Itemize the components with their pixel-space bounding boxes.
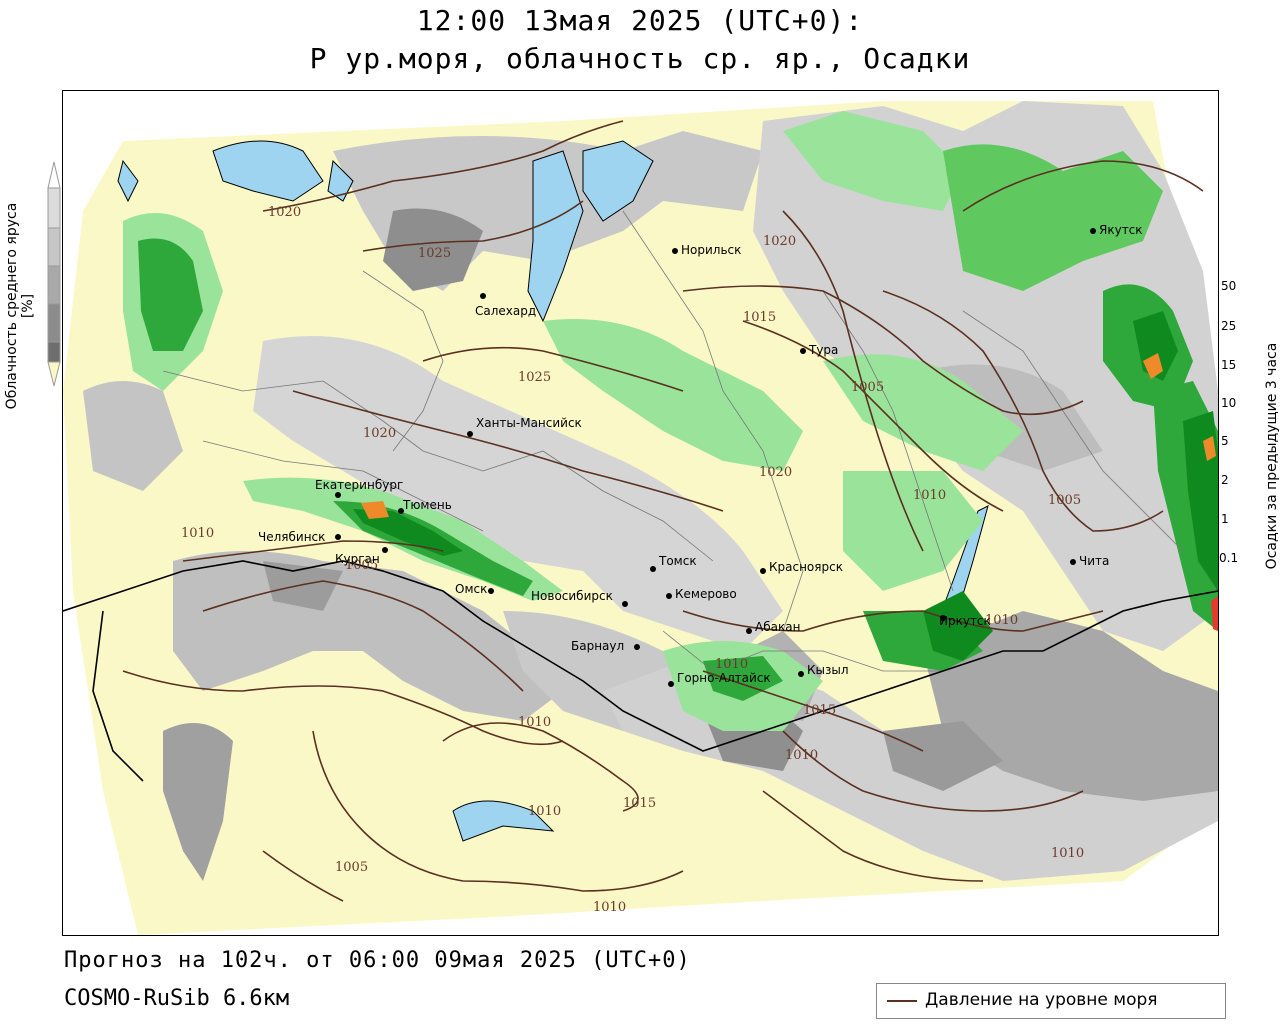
isobar-label: 1010 [528, 804, 561, 819]
isobar-label: 1010 [518, 715, 551, 730]
isobars [122, 120, 1204, 902]
forecast-info: Прогноз на 102ч. от 06:00 09мая 2025 (UT… [64, 948, 691, 973]
isobar-label: 1010 [913, 488, 946, 503]
isobar-label: 1005 [851, 380, 884, 395]
model-name: COSMO-RuSib 6.6км [64, 986, 290, 1011]
map-title: 12:00 13мая 2025 (UTC+0): [416, 4, 864, 37]
isobar-label: 1020 [763, 234, 796, 249]
city-label: Тюмень [402, 498, 452, 512]
precip-tick: 1 [1221, 512, 1229, 526]
isobar-label: 1015 [743, 310, 776, 325]
precip-tick: 5 [1221, 434, 1229, 448]
precip-tick: 25 [1221, 319, 1237, 333]
precip-tick: 15 [1221, 358, 1237, 372]
city-label: Норильск [681, 243, 741, 257]
cloud-scale-label: Облачность среднего яруса [%] [4, 202, 36, 410]
country-borders [63, 560, 1218, 782]
city-label: Кемерово [675, 587, 737, 601]
cloud-scale-bar [47, 161, 61, 387]
city-label: Челябинск [258, 530, 325, 544]
city-label: Барнаул [571, 639, 624, 653]
isobar-label: 1015 [623, 796, 656, 811]
isobar-label: 1015 [803, 703, 836, 718]
precip-scale-label: Осадки за предыдущие 3 часа [мм] [1264, 342, 1280, 570]
pressure-legend: Давление на уровне моря [876, 983, 1226, 1019]
administrative-borders [162, 210, 1184, 672]
isobar-label: 1005 [335, 860, 368, 875]
isobar-label: 1025 [418, 246, 451, 261]
isobar-label: 1010 [1051, 846, 1084, 861]
isobar-label: 1020 [363, 426, 396, 441]
precipitation [123, 111, 1218, 731]
city-label: Горно-Алтайск [677, 671, 771, 685]
isobar-label: 1025 [518, 370, 551, 385]
map-panel[interactable]: 1020 1025 1020 1015 1025 1005 1020 1010 … [62, 90, 1219, 936]
isobar-label: 1010 [715, 657, 748, 672]
precip-tick: 2 [1221, 473, 1229, 487]
isobar-label: 1005 [1048, 493, 1081, 508]
isobar-label: 1010 [181, 526, 214, 541]
city-label: Екатеринбург [315, 478, 403, 492]
pressure-legend-label: Давление на уровне моря [925, 990, 1158, 1010]
isobar-label: 1010 [785, 748, 818, 763]
city-label: Красноярск [769, 560, 843, 574]
city-label: Якутск [1099, 223, 1143, 237]
city-label: Омск [455, 582, 487, 596]
isobar-labels: 1020 1025 1020 1015 1025 1005 1020 1010 … [181, 205, 1084, 915]
city-label: Салехард [475, 304, 536, 318]
isobar-label: 1010 [985, 613, 1018, 628]
city-label: Иркутск [939, 614, 991, 628]
isobar-label: 1005 [345, 558, 378, 573]
city-label: Чита [1079, 554, 1109, 568]
city-label: Ханты-Мансийск [476, 416, 582, 430]
precip-tick: 50 [1221, 279, 1237, 293]
city-label: Курган [335, 552, 380, 566]
precip-tick: 0.1 [1219, 551, 1239, 565]
forecast-map[interactable]: 1020 1025 1020 1015 1025 1005 1020 1010 … [63, 91, 1218, 935]
city-markers: Норильск Якутск Салехард Тура Ханты-Манс… [258, 223, 1143, 687]
city-label: Абакан [755, 620, 800, 634]
isobar-label: 1020 [759, 465, 792, 480]
isobar-legend-line [887, 1000, 917, 1002]
city-label: Томск [658, 554, 697, 568]
city-label: Тура [808, 343, 838, 357]
map-subtitle: P ур.моря, облачность ср. яр., Осадки [309, 42, 971, 75]
city-label: Кызыл [807, 663, 849, 677]
city-label: Новосибирск [531, 589, 613, 603]
isobar-label: 1010 [593, 900, 626, 915]
precip-tick: 10 [1221, 396, 1237, 410]
isobar-label: 1020 [268, 205, 301, 220]
